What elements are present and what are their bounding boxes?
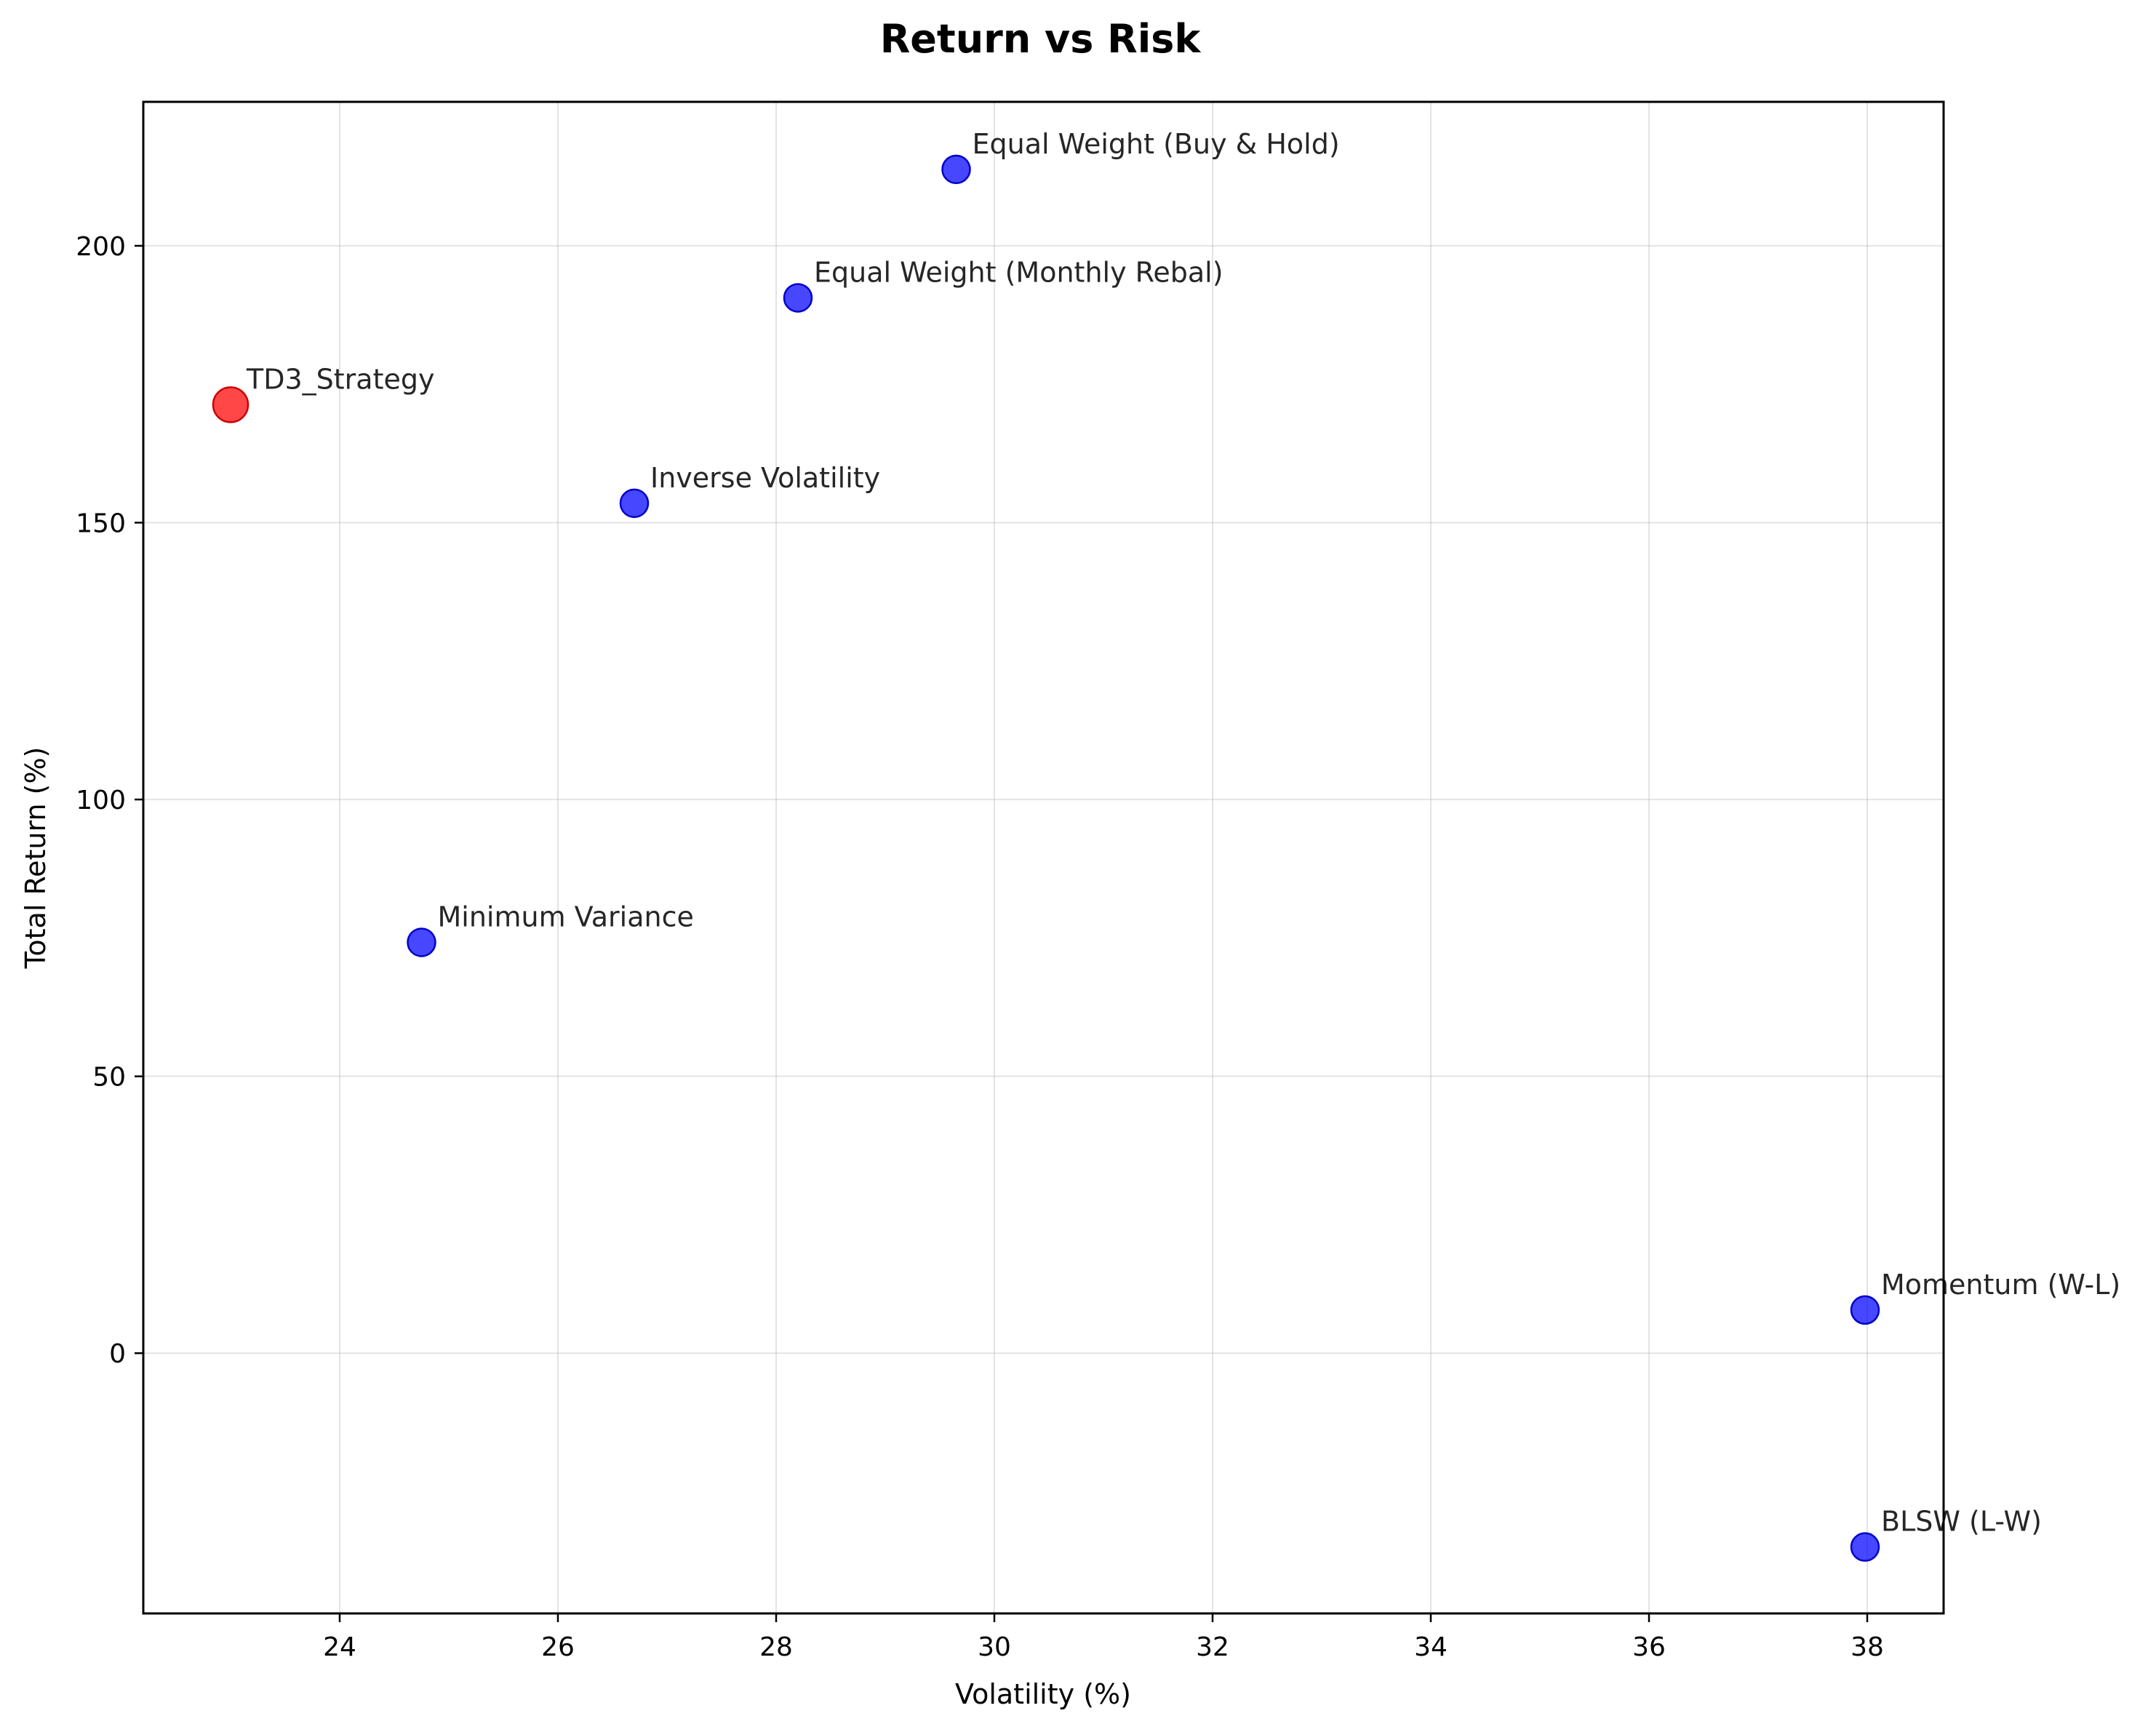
x-tick-label: 38: [1850, 1632, 1884, 1662]
plot-frame: [142, 100, 1945, 1615]
data-point: [407, 927, 436, 957]
grid-layer: [143, 102, 1944, 1613]
y-tick-label: 200: [76, 232, 126, 262]
tick-layer: 24 26 28 30 32 34 36 38 0 50 100 150 200: [76, 232, 1884, 1662]
x-tick-label: 24: [323, 1632, 356, 1662]
y-axis-label: Total Return (%): [20, 747, 52, 970]
data-point-label: Momentum (W-L): [1881, 1269, 2120, 1301]
y-tick-label: 50: [92, 1063, 126, 1093]
data-point: [941, 154, 971, 185]
point-layer: TD3_Strategy Equal Weight (Buy & Hold) Equ…: [212, 128, 2120, 1562]
data-point: [619, 488, 650, 519]
x-tick-label: 28: [759, 1632, 793, 1662]
x-tick-label: 36: [1632, 1632, 1666, 1662]
data-point-label: TD3_Strategy: [246, 363, 434, 395]
data-point: [1850, 1295, 1880, 1325]
chart-title: Return vs Risk: [880, 16, 1202, 62]
data-point-label: BLSW (L-W): [1881, 1506, 2042, 1538]
x-tick-label: 34: [1414, 1632, 1448, 1662]
y-tick-label: 100: [76, 786, 126, 815]
data-point-label: Equal Weight (Buy & Hold): [973, 128, 1340, 160]
y-tick-label: 150: [76, 508, 126, 538]
x-axis-label: Volatility (%): [955, 1678, 1131, 1710]
x-tick-label: 26: [541, 1632, 575, 1662]
data-point: [783, 283, 813, 313]
data-point-label: Minimum Variance: [438, 901, 694, 933]
data-point-label: Inverse Volatility: [650, 462, 880, 494]
x-tick-label: 30: [978, 1632, 1011, 1662]
data-point: [212, 386, 249, 423]
data-point: [1850, 1532, 1880, 1562]
x-tick-label: 32: [1196, 1632, 1229, 1662]
data-point-label: Equal Weight (Monthly Rebal): [814, 256, 1223, 288]
y-tick-label: 0: [109, 1339, 126, 1369]
